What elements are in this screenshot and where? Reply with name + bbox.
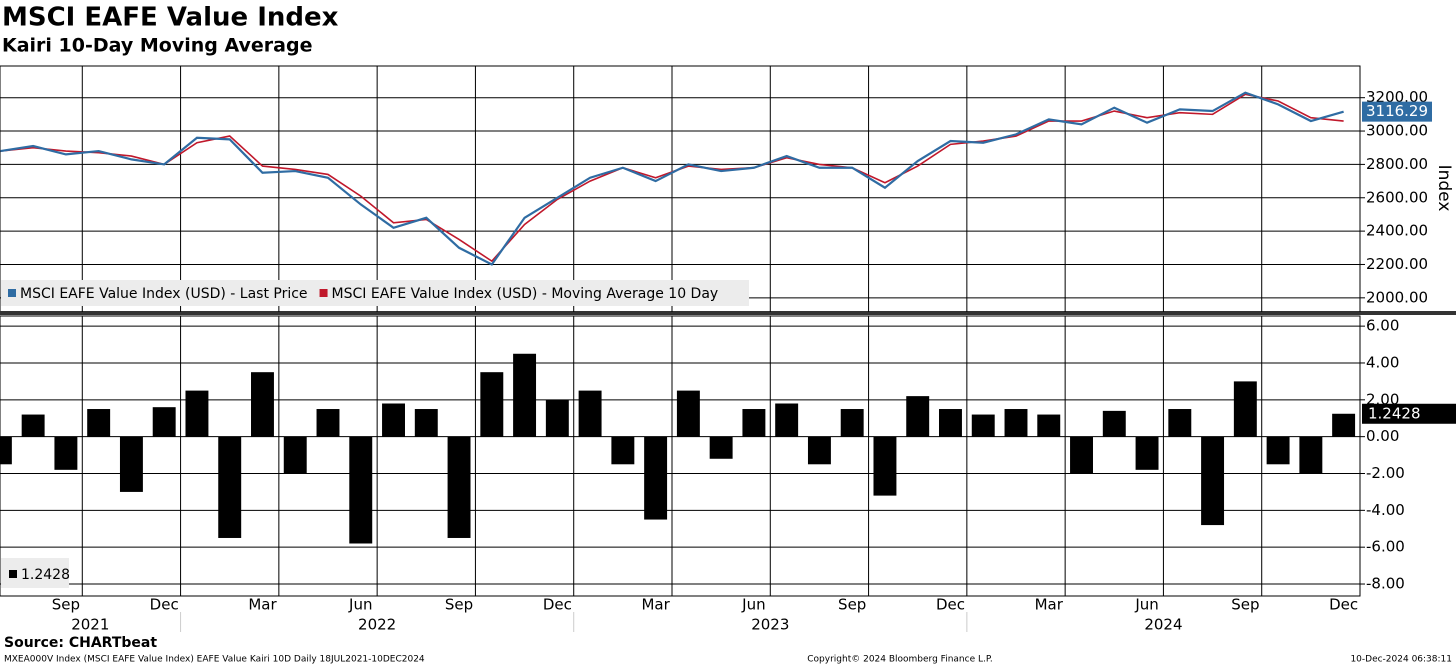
y-tick-label: 2200.00 — [1366, 255, 1428, 273]
bar — [971, 414, 995, 437]
y-tick-label: 6.00 — [1366, 317, 1399, 335]
bar — [939, 409, 962, 437]
y-tick-label: 2800.00 — [1366, 155, 1428, 173]
bar — [1233, 381, 1257, 437]
x-tick-label: Mar — [248, 596, 277, 614]
bar — [840, 409, 864, 437]
y-tick-label: -6.00 — [1366, 538, 1405, 556]
bar — [152, 407, 176, 437]
x-tick-label: Sep — [52, 596, 80, 614]
panel-separator — [0, 311, 1456, 315]
bar — [1070, 436, 1093, 474]
bar — [349, 436, 373, 544]
bar — [807, 436, 831, 465]
bar — [1004, 409, 1028, 437]
bar — [644, 436, 668, 520]
bar — [1332, 413, 1356, 437]
bar — [1037, 414, 1061, 437]
year-label: 2021 — [71, 616, 109, 634]
bar — [1201, 436, 1225, 526]
y-axis-title: Index — [1434, 165, 1454, 212]
legend-label: MSCI EAFE Value Index (USD) - Last Price — [20, 286, 308, 302]
bar — [513, 353, 537, 437]
source: Source: CHARTbeat — [4, 635, 157, 651]
bar — [414, 409, 438, 437]
y-tick-label: -2.00 — [1366, 464, 1405, 482]
bar — [185, 390, 209, 437]
x-tick-label: Dec — [1329, 596, 1358, 614]
bar — [1168, 409, 1192, 437]
chart-subtitle: Kairi 10-Day Moving Average — [2, 35, 312, 57]
last-value-label: 3116.29 — [1366, 102, 1428, 120]
legend-label: MSCI EAFE Value Index (USD) - Moving Ave… — [332, 286, 719, 302]
bar — [709, 436, 733, 459]
legend-bg — [1, 280, 749, 306]
legend-label: 1.2428 — [21, 567, 70, 583]
timestamp: 10-Dec-2024 06:38:11 — [1350, 655, 1452, 665]
bar — [873, 436, 897, 496]
bar — [676, 390, 700, 437]
bar — [21, 414, 45, 437]
bar — [578, 390, 602, 437]
y-tick-label: 3000.00 — [1366, 122, 1428, 140]
x-tick-label: Jun — [1134, 596, 1158, 614]
series-line — [0, 91, 1344, 266]
bar — [742, 409, 766, 437]
y-tick-label: -8.00 — [1366, 575, 1405, 593]
x-tick-label: Dec — [543, 596, 572, 614]
last-value-box — [1362, 403, 1456, 424]
bar — [611, 436, 635, 465]
bar — [218, 436, 242, 538]
legend-swatch — [9, 570, 17, 578]
last-value-label: 1.2428 — [1368, 404, 1421, 422]
ticker: MXEA000V Index (MSCI EAFE Value Index) E… — [4, 655, 425, 665]
bar — [1135, 436, 1159, 470]
y-tick-label: 2000.00 — [1366, 288, 1428, 306]
top-panel-frame — [0, 65, 1361, 313]
year-label: 2024 — [1144, 616, 1182, 634]
chart-title: MSCI EAFE Value Index — [2, 3, 339, 33]
x-tick-label: Mar — [641, 596, 670, 614]
bar — [119, 436, 143, 492]
bar — [0, 436, 12, 465]
x-tick-label: Sep — [445, 596, 473, 614]
bar — [775, 403, 799, 437]
x-tick-label: Dec — [936, 596, 965, 614]
bar — [906, 396, 930, 437]
x-tick-label: Mar — [1035, 596, 1064, 614]
y-tick-label: 4.00 — [1366, 353, 1399, 371]
bar — [480, 372, 504, 437]
year-label: 2022 — [358, 616, 396, 634]
x-tick-label: Sep — [838, 596, 866, 614]
bar — [1266, 436, 1290, 465]
legend-swatch — [8, 289, 16, 297]
x-tick-label: Sep — [1231, 596, 1259, 614]
y-tick-label: -4.00 — [1366, 501, 1405, 519]
legend-swatch — [319, 289, 328, 297]
y-tick-label: 2400.00 — [1366, 222, 1428, 240]
x-tick-label: Jun — [348, 596, 372, 614]
bar — [545, 399, 569, 437]
y-tick-label: 0.00 — [1366, 427, 1399, 445]
bar — [1299, 436, 1323, 474]
bar — [316, 409, 340, 437]
bar — [251, 372, 274, 437]
copyright: Copyright© 2024 Bloomberg Finance L.P. — [807, 655, 992, 665]
year-label: 2023 — [751, 616, 789, 634]
bar — [447, 436, 471, 538]
bar — [382, 403, 405, 437]
bar — [283, 436, 307, 474]
bar — [1102, 410, 1126, 437]
x-tick-label: Jun — [741, 596, 765, 614]
bar — [87, 409, 111, 437]
x-tick-label: Dec — [150, 596, 179, 614]
y-tick-label: 2600.00 — [1366, 188, 1428, 206]
last-value-box — [1362, 101, 1432, 122]
bar — [54, 436, 78, 470]
